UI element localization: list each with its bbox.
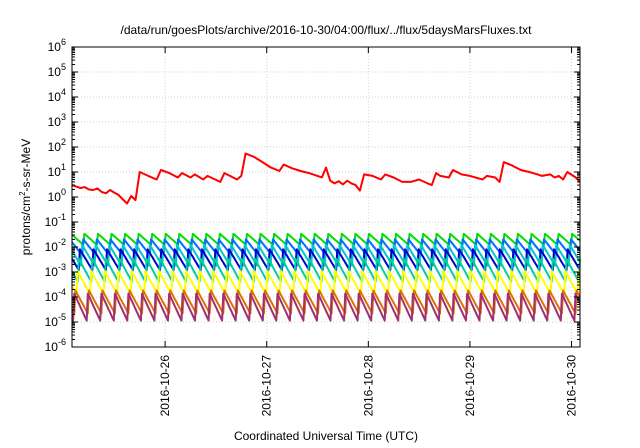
y-axis: 10-6 10-5 10-4 10-3 10-2 10-1 100 101 102 103 104 1… (45, 37, 580, 354)
y-axis-label: protons/cm2-s-sr-MeV (18, 139, 33, 255)
y-tick-label: 104 (48, 87, 66, 104)
series-line-8 (72, 294, 580, 321)
y-axis-label-prefix: protons/cm (19, 196, 33, 255)
y-tick-label: 101 (48, 162, 66, 179)
x-tick-label: 2016-10-30 (565, 355, 579, 417)
y-axis-label-suffix: -s-sr-MeV (19, 139, 33, 192)
series-line-6 (72, 271, 580, 294)
series-layer (72, 154, 580, 321)
x-tick-label: 2016-10-26 (158, 355, 172, 417)
x-tick-label: 2016-10-27 (260, 355, 274, 417)
chart-title: /data/run/goesPlots/archive/2016-10-30/0… (121, 23, 533, 37)
y-tick-label: 102 (48, 137, 66, 154)
x-axis: 2016-10-26 2016-10-27 2016-10-28 2016-10-29… (158, 47, 579, 417)
series-line-7 (72, 291, 580, 314)
y-tick-label: 100 (48, 187, 66, 204)
x-tick-label: 2016-10-29 (463, 355, 477, 417)
y-tick-label: 10-5 (45, 312, 66, 329)
x-tick-label: 2016-10-28 (361, 355, 375, 417)
y-tick-label: 10-6 (45, 337, 66, 354)
y-tick-label: 106 (48, 37, 66, 54)
y-tick-label: 10-1 (45, 212, 66, 229)
y-tick-label: 10-2 (45, 237, 66, 254)
series-line-3 (72, 245, 580, 266)
y-tick-label: 105 (48, 62, 66, 79)
series-line-0 (72, 154, 580, 204)
y-tick-label: 10-4 (45, 287, 66, 304)
series-line-4 (72, 249, 580, 270)
y-tick-label: 103 (48, 112, 66, 129)
y-tick-label: 10-3 (45, 262, 66, 279)
y-axis-label-sup: 2 (18, 191, 27, 196)
series-line-5 (72, 259, 580, 282)
x-axis-label: Coordinated Universal Time (UTC) (234, 429, 418, 443)
